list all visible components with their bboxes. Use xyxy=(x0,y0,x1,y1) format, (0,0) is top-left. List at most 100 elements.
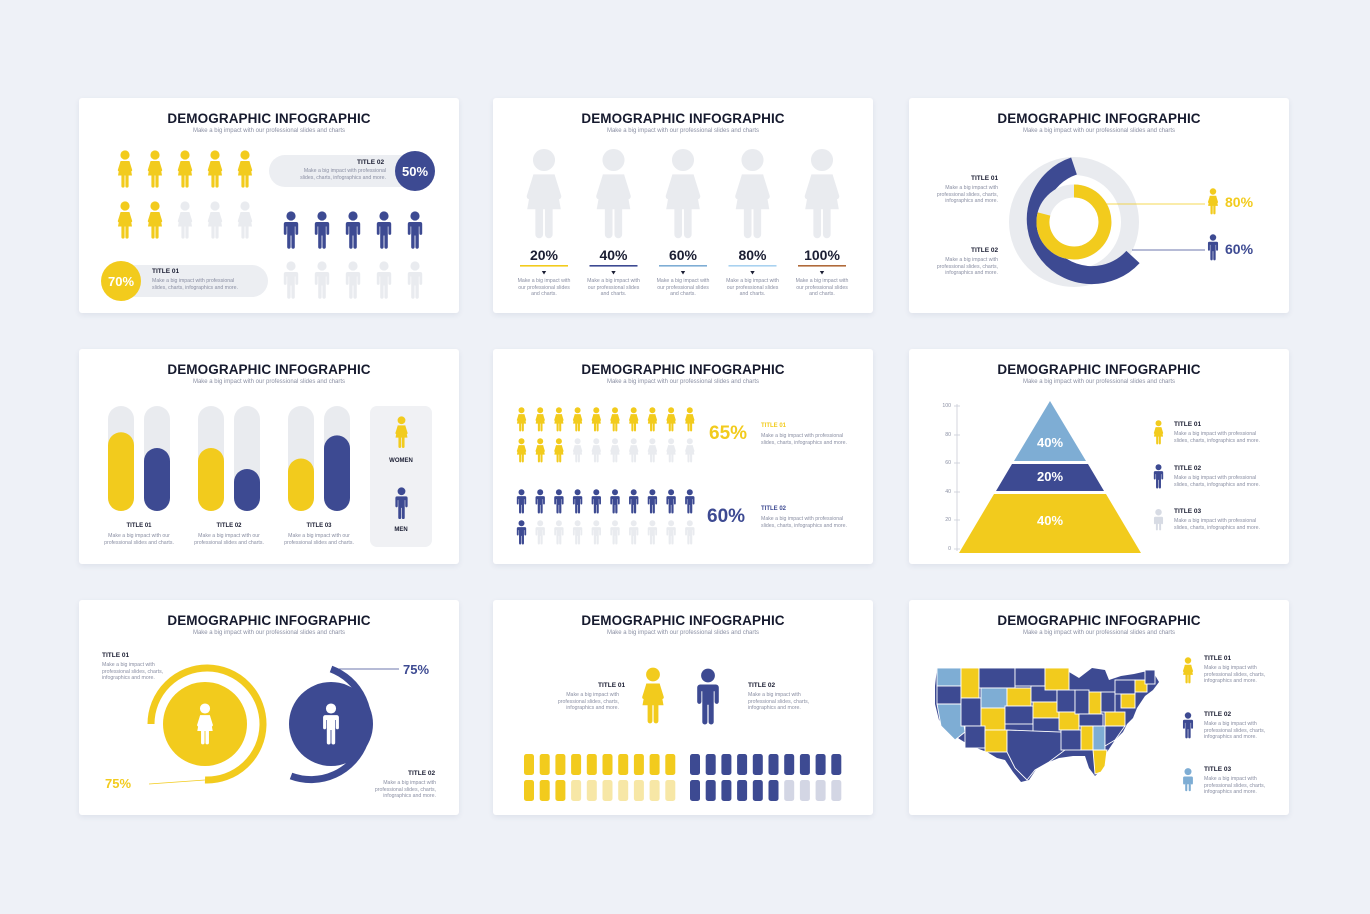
pct-underline xyxy=(589,265,638,267)
pointer-icon xyxy=(819,271,825,275)
pointer-icon xyxy=(680,271,686,275)
woman-icon xyxy=(591,407,601,432)
man-icon xyxy=(314,211,330,249)
man-icon xyxy=(591,520,601,545)
men-cell xyxy=(799,754,810,775)
man-icon xyxy=(610,489,620,514)
title01-label: TITLE 01 xyxy=(1174,421,1202,428)
title01-label: TITLE 01 xyxy=(971,175,999,182)
title01-desc: Make a big impact with professional slid… xyxy=(557,692,619,712)
title02-desc: Make a big impact with professional slid… xyxy=(300,168,386,181)
axis-20: 20 xyxy=(945,517,951,523)
man-icon xyxy=(376,211,392,249)
title01-label: TITLE 01 xyxy=(152,268,180,275)
men-cell xyxy=(815,754,826,775)
gender-bars xyxy=(524,667,842,801)
woman-icon xyxy=(647,438,658,463)
pct-underline xyxy=(798,265,846,267)
men-bar xyxy=(144,448,170,511)
woman-icon xyxy=(554,407,564,432)
title01-pill xyxy=(117,265,268,297)
slide-7[interactable]: DEMOGRAPHIC INFOGRAPHIC Make a big impac… xyxy=(79,600,459,815)
slide-2[interactable]: DEMOGRAPHIC INFOGRAPHIC Make a big impac… xyxy=(493,98,873,313)
slide-4[interactable]: DEMOGRAPHIC INFOGRAPHIC Make a big impac… xyxy=(79,349,459,564)
women-bar xyxy=(198,448,224,511)
slide-9[interactable]: DEMOGRAPHIC INFOGRAPHIC Make a big impac… xyxy=(909,600,1289,815)
women-bar xyxy=(108,432,134,511)
men-label: MEN xyxy=(394,527,408,533)
slide-subtitle: Make a big impact with our professional … xyxy=(1022,128,1176,134)
title01-desc: Make a big impact with professional slid… xyxy=(761,433,847,446)
women-ring xyxy=(147,664,267,784)
pct-circle-70 xyxy=(101,261,141,301)
pct-60: 60% xyxy=(707,506,746,527)
women-cell xyxy=(524,754,534,775)
women-cell xyxy=(586,780,597,801)
woman-icon xyxy=(610,407,620,432)
pyramid-bottom xyxy=(959,494,1141,553)
woman-icon xyxy=(685,407,695,432)
women-cell xyxy=(602,780,613,801)
slide-5[interactable]: DEMOGRAPHIC INFOGRAPHIC Make a big impac… xyxy=(493,349,873,564)
donut-chart xyxy=(1009,157,1219,287)
title02-desc: Make a big impact with professional slid… xyxy=(374,780,436,800)
women-cell xyxy=(665,754,676,775)
men-cell xyxy=(721,780,732,801)
man-icon xyxy=(666,489,676,514)
ring-charts xyxy=(147,664,399,785)
woman-icon xyxy=(237,201,253,239)
title01-label: TITLE 01 xyxy=(598,682,626,689)
man-icon xyxy=(407,211,423,249)
usa-map xyxy=(935,657,1194,792)
man-icon xyxy=(647,489,658,514)
man-icon xyxy=(345,211,361,249)
men-bar xyxy=(324,435,350,511)
pct-desc: Make a big impact with our professional … xyxy=(795,278,849,298)
women-cell xyxy=(665,780,676,801)
woman-icon xyxy=(207,150,223,188)
woman-outline-icon xyxy=(596,148,631,239)
man-icon xyxy=(610,520,620,545)
slide-1[interactable]: DEMOGRAPHIC INFOGRAPHIC Make a big impac… xyxy=(79,98,459,313)
woman-outline-icon xyxy=(526,148,562,239)
pct-circle-50 xyxy=(395,151,435,191)
title02-desc: Make a big impact with professional slid… xyxy=(761,516,847,529)
axis-0: 0 xyxy=(948,546,951,552)
pct-underline xyxy=(728,265,777,267)
woman-icon xyxy=(666,438,676,463)
title01-label: TITLE 01 xyxy=(102,652,130,659)
pct-75-women: 75% xyxy=(105,776,132,791)
title02-label: TITLE 02 xyxy=(408,770,436,777)
man-icon xyxy=(554,520,564,545)
man-icon xyxy=(516,520,527,545)
women-cell xyxy=(586,754,597,775)
woman-icon xyxy=(629,407,639,432)
slide-title: DEMOGRAPHIC INFOGRAPHIC xyxy=(581,111,785,126)
pct-underline xyxy=(520,265,568,267)
title02-desc: Make a big impact with professional slid… xyxy=(748,692,810,712)
woman-outline-icon xyxy=(665,148,701,239)
women-cell xyxy=(571,754,582,775)
woman-icon xyxy=(516,407,527,432)
pct-60: 60% xyxy=(1225,241,1254,257)
man-icon xyxy=(516,489,527,514)
woman-outline-icon xyxy=(735,148,770,239)
bar-desc: Make a big impact with our professional … xyxy=(194,533,264,546)
woman-icon xyxy=(177,201,193,239)
slide-8[interactable]: DEMOGRAPHIC INFOGRAPHIC Make a big impac… xyxy=(493,600,873,815)
slide-6[interactable]: DEMOGRAPHIC INFOGRAPHIC Make a big impac… xyxy=(909,349,1289,564)
title03-label: TITLE 03 xyxy=(1204,766,1232,773)
slide-3[interactable]: DEMOGRAPHIC INFOGRAPHIC Make a big impac… xyxy=(909,98,1289,313)
men-cell xyxy=(737,754,748,775)
pct-value: 100% xyxy=(804,247,840,263)
slide-title: DEMOGRAPHIC INFOGRAPHIC xyxy=(581,362,785,377)
women-cell xyxy=(539,754,550,775)
women-bar xyxy=(288,458,314,511)
slide-subtitle: Make a big impact with our professional … xyxy=(1022,379,1176,385)
woman-outline-icon xyxy=(804,148,840,239)
woman-icon xyxy=(117,201,133,239)
fill-figures xyxy=(520,148,846,275)
women-cell xyxy=(555,780,566,801)
women-cell xyxy=(571,780,582,801)
slide-title: DEMOGRAPHIC INFOGRAPHIC xyxy=(997,613,1201,628)
